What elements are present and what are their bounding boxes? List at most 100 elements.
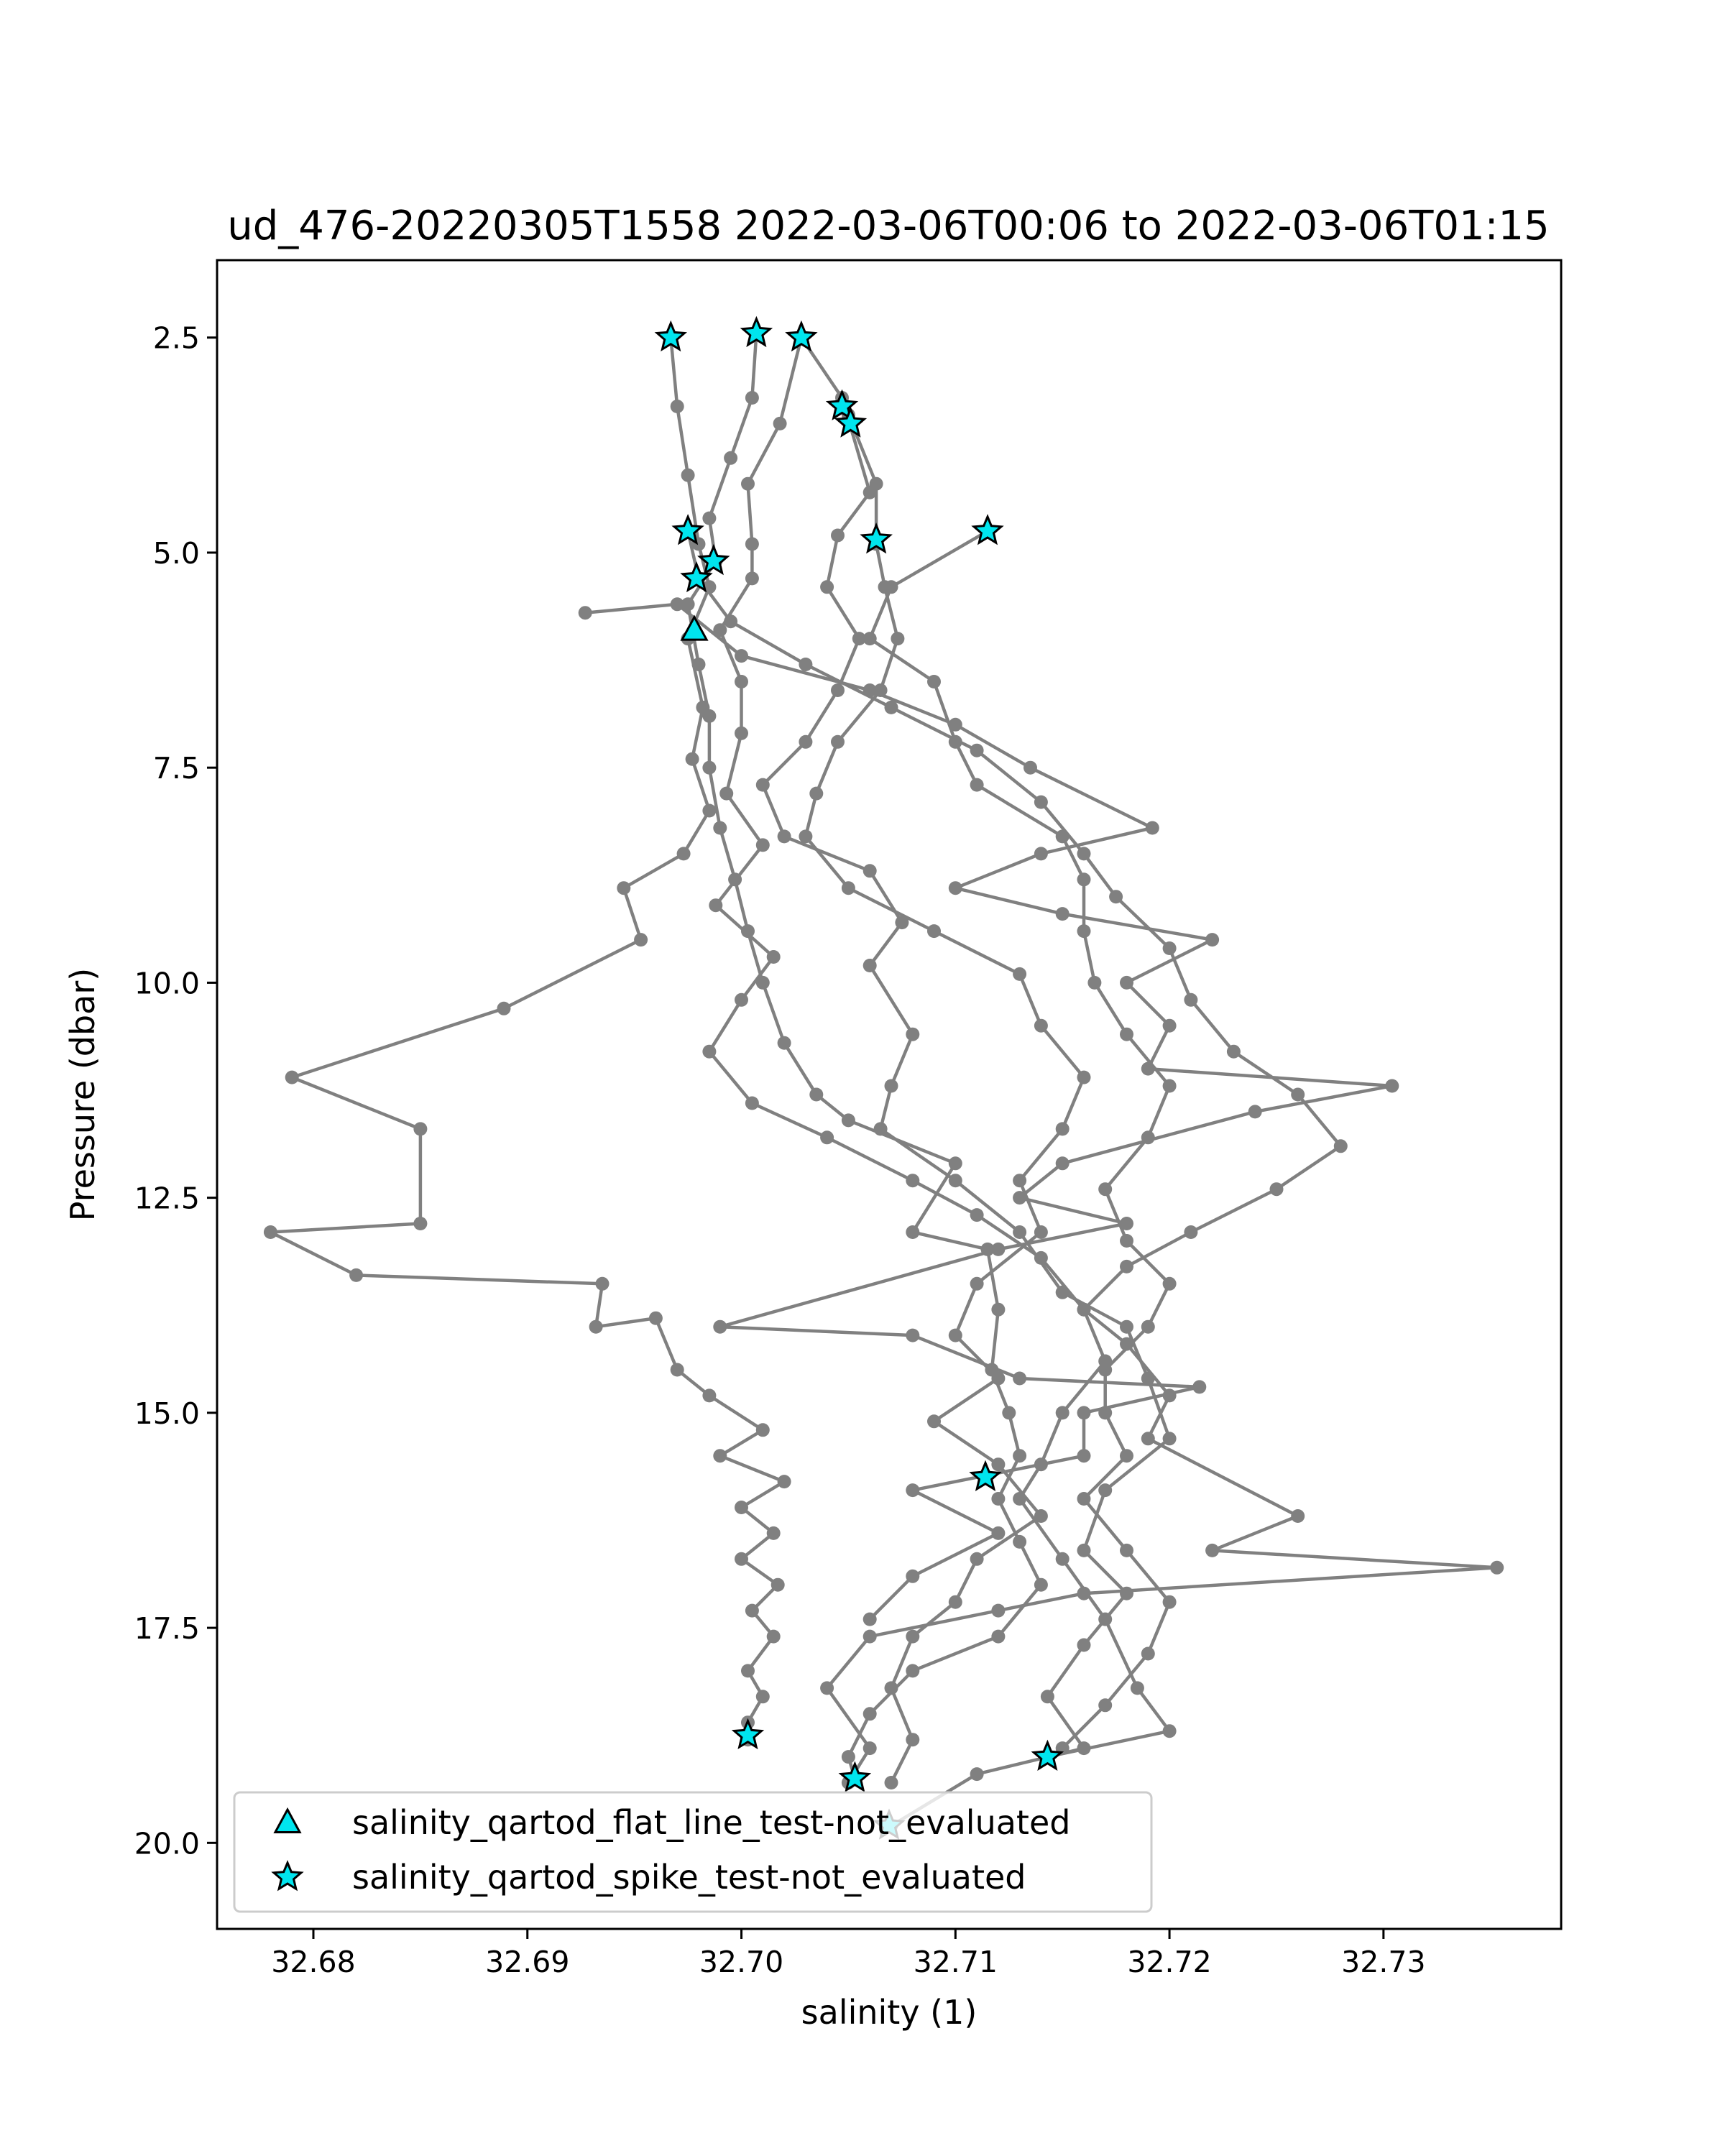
data-point <box>1034 1250 1048 1265</box>
legend-label: salinity_qartod_spike_test-not_evaluated <box>352 1858 1026 1897</box>
data-point <box>862 683 877 697</box>
data-point <box>777 1036 791 1050</box>
data-point <box>906 1027 920 1041</box>
spike-marker <box>834 406 868 438</box>
data-point <box>1077 924 1091 939</box>
data-point <box>497 1001 511 1015</box>
data-point <box>1040 1690 1054 1704</box>
data-point <box>831 683 845 697</box>
legend-label: salinity_qartod_flat_line_test-not_evalu… <box>352 1803 1070 1842</box>
data-point <box>1226 1044 1241 1059</box>
data-point <box>1013 1225 1027 1239</box>
data-point <box>991 1492 1006 1506</box>
spike-marker <box>969 1460 1002 1491</box>
data-point <box>862 959 877 972</box>
data-point <box>948 1328 962 1342</box>
series-layer <box>263 326 1504 1833</box>
data-point <box>1098 1698 1113 1713</box>
spike-marker <box>740 315 773 348</box>
data-point <box>820 580 834 594</box>
data-point <box>906 1328 920 1342</box>
data-point <box>578 606 592 620</box>
data-point <box>1013 1449 1027 1463</box>
data-point <box>809 1087 824 1102</box>
data-point <box>884 1079 898 1093</box>
data-point <box>702 1044 717 1059</box>
data-point <box>862 1612 877 1626</box>
data-point <box>1034 1509 1048 1523</box>
data-point <box>862 1741 877 1756</box>
data-point <box>1141 1432 1155 1446</box>
spike-marker <box>697 544 730 576</box>
series-8 <box>578 597 1399 1626</box>
data-point <box>948 717 962 732</box>
data-point <box>799 829 813 844</box>
data-point <box>970 778 984 792</box>
data-point <box>670 597 684 612</box>
data-point <box>755 975 770 990</box>
data-point <box>970 1208 984 1222</box>
data-point <box>820 1130 834 1145</box>
data-point <box>777 1475 791 1489</box>
data-point <box>906 1569 920 1583</box>
data-point <box>841 881 855 895</box>
x-tick-label: 32.70 <box>699 1945 783 1979</box>
data-point <box>1024 760 1037 775</box>
data-point <box>702 709 717 723</box>
data-point <box>1013 1371 1027 1386</box>
data-point <box>1077 1741 1091 1756</box>
data-point <box>891 632 905 646</box>
data-point <box>1162 1276 1177 1291</box>
data-point <box>685 752 699 766</box>
data-point <box>702 1388 717 1403</box>
data-point <box>755 778 770 792</box>
data-point <box>1098 1182 1113 1197</box>
data-point <box>1034 1577 1048 1592</box>
data-point <box>1055 1156 1070 1171</box>
data-point <box>862 1707 877 1721</box>
data-point <box>884 1681 898 1695</box>
data-point <box>1077 872 1091 887</box>
data-point <box>1162 1079 1177 1093</box>
series-6 <box>862 524 1177 1756</box>
data-point <box>1141 1061 1155 1076</box>
data-point <box>777 829 791 844</box>
data-point <box>755 838 770 852</box>
legend-triangle-icon <box>273 1807 302 1833</box>
spike-marker <box>785 320 818 352</box>
data-point <box>741 1664 755 1678</box>
data-point <box>862 1629 877 1644</box>
data-point <box>755 1423 770 1437</box>
data-point <box>1109 890 1123 904</box>
data-point <box>285 1070 299 1084</box>
data-point <box>702 803 717 818</box>
data-point <box>735 1501 748 1514</box>
data-point <box>906 1174 920 1188</box>
data-point <box>1120 1586 1133 1600</box>
y-tick-label: 2.5 <box>153 321 200 356</box>
spike-marker <box>731 1718 765 1750</box>
data-point <box>681 468 695 482</box>
data-point <box>735 992 748 1007</box>
data-point <box>1162 1018 1177 1033</box>
data-point <box>1087 975 1102 990</box>
series-line <box>584 602 1394 1621</box>
legend: salinity_qartod_flat_line_test-not_evalu… <box>233 1791 1153 1913</box>
data-point <box>691 658 706 671</box>
data-point <box>735 675 748 688</box>
y-axis-ticks: 2.5 5.0 7.5 10.0 12.5 15.0 17.5 20.0 <box>134 321 217 1861</box>
data-point <box>702 760 717 775</box>
flat-line-marker <box>680 614 709 641</box>
data-point <box>745 571 759 586</box>
chart-title: ud_476-20220305T1558 2022-03-06T00:06 to… <box>227 203 1550 249</box>
data-point <box>589 1319 603 1334</box>
data-point <box>991 1526 1006 1540</box>
data-point <box>1162 941 1177 955</box>
series-line <box>868 530 1172 1750</box>
data-point <box>884 700 898 714</box>
spike-marker <box>671 514 704 545</box>
data-point <box>1291 1087 1305 1102</box>
data-point <box>799 658 813 671</box>
x-axis-ticks: 32.68 32.69 32.70 32.71 32.72 32.73 <box>271 1929 1426 1979</box>
